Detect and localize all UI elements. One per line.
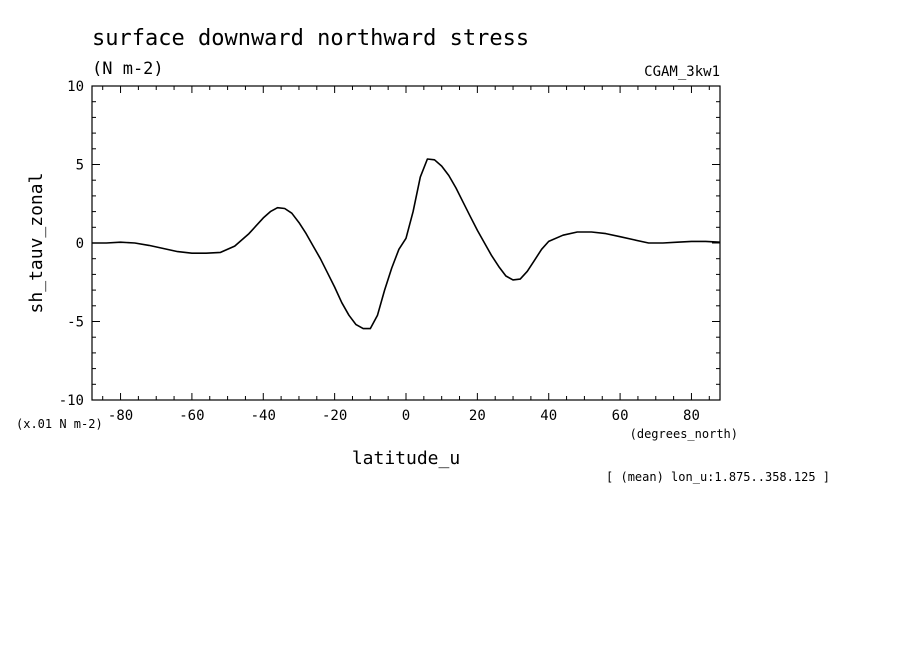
x-tick-label: 40 — [540, 408, 557, 424]
y-tick-labels: -10 -5 0 5 10 — [59, 79, 84, 409]
x-tick-label: -80 — [108, 408, 133, 424]
x-tick-label: 0 — [402, 408, 410, 424]
x-tick-label: 80 — [683, 408, 700, 424]
chart-units: (N m-2) — [92, 59, 164, 79]
x-axis-units: (degrees_north) — [630, 427, 738, 441]
x-tick-labels: -80 -60 -40 -20 0 20 40 60 80 — [108, 408, 700, 424]
x-tick-label: -20 — [322, 408, 347, 424]
x-tick-label: -40 — [251, 408, 276, 424]
y-axis-label: sh_tauv_zonal — [26, 173, 47, 314]
x-axis-label: latitude_u — [352, 448, 460, 469]
y-tick-label: -10 — [59, 393, 84, 409]
y-tick-label: 5 — [76, 158, 84, 174]
y-tick-label: 0 — [76, 236, 84, 252]
footnote: [ (mean) lon_u:1.875..358.125 ] — [606, 470, 830, 484]
x-tick-label: -60 — [179, 408, 204, 424]
dataset-label: CGAM_3kw1 — [644, 64, 720, 80]
y-tick-label: -5 — [67, 315, 84, 331]
axis-ticks — [92, 85, 720, 401]
series-line — [92, 158, 721, 330]
y-tick-label: 10 — [67, 79, 84, 95]
x-tick-label: 20 — [469, 408, 486, 424]
chart-title: surface downward northward stress — [92, 26, 529, 51]
plot-frame — [91, 85, 721, 401]
y-axis-units: (x.01 N m-2) — [16, 417, 103, 431]
x-tick-label: 60 — [612, 408, 629, 424]
